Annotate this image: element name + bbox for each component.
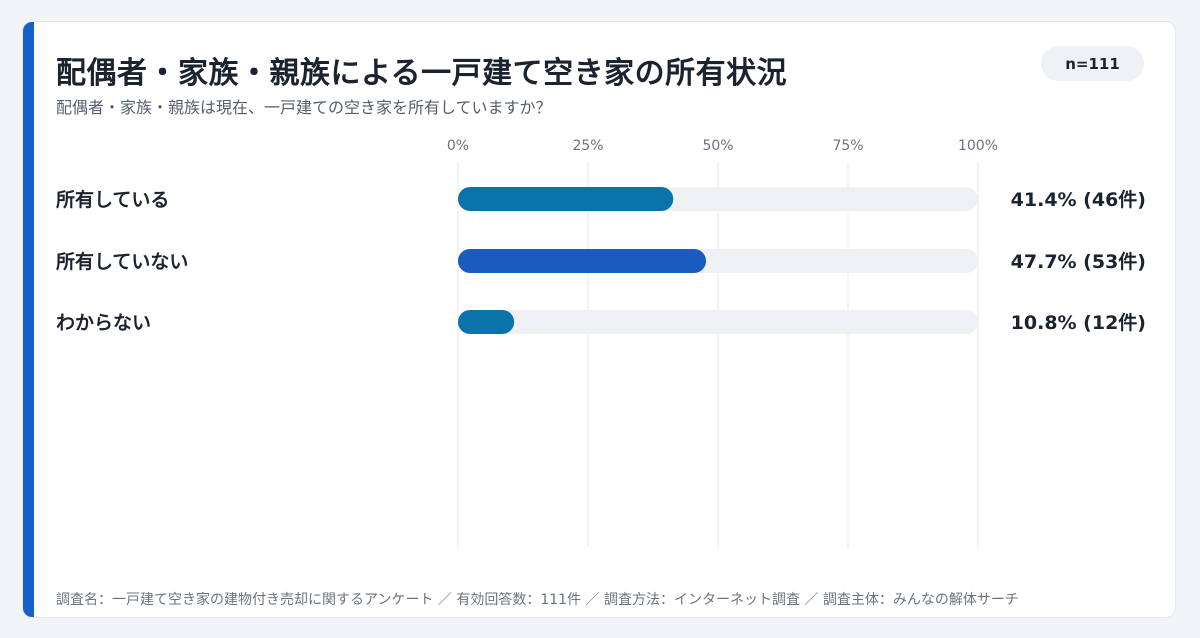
bar [458, 249, 707, 273]
value-label: 41.4% (46件) [1011, 188, 1146, 211]
bar-chart: 0% 25% 50% 75% 100% 所有している 41.4% (46件) 所有していない 4… [56, 138, 1146, 547]
x-tick-label: 0% [447, 138, 469, 154]
category-label: わからない [56, 312, 151, 334]
bar-track [458, 310, 978, 334]
survey-footnote: 調査名：一戸建て空き家の建物付き売却に関するアンケート ／ 有効回答数：111件… [56, 592, 1019, 608]
x-tick-label: 25% [572, 138, 603, 154]
bar [458, 187, 674, 211]
x-tick-label: 50% [702, 138, 733, 154]
value-label: 10.8% (12件) [1011, 311, 1146, 334]
value-label: 47.7% (53件) [1011, 250, 1146, 273]
bar [458, 310, 515, 334]
x-tick-label: 75% [832, 138, 863, 154]
x-tick-label: 100% [958, 138, 998, 154]
chart-card: 配偶者・家族・親族による一戸建て空き家の所有状況 配偶者・家族・親族は現在、一戸… [22, 21, 1176, 618]
category-label: 所有している [56, 188, 169, 211]
category-label: 所有していない [56, 250, 188, 273]
sample-size-badge: n=111 [1041, 46, 1144, 81]
accent-bar [23, 22, 34, 617]
chart-subtitle: 配偶者・家族・親族は現在、一戸建ての空き家を所有していますか？ [56, 98, 552, 117]
chart-title: 配偶者・家族・親族による一戸建て空き家の所有状況 [56, 56, 788, 91]
